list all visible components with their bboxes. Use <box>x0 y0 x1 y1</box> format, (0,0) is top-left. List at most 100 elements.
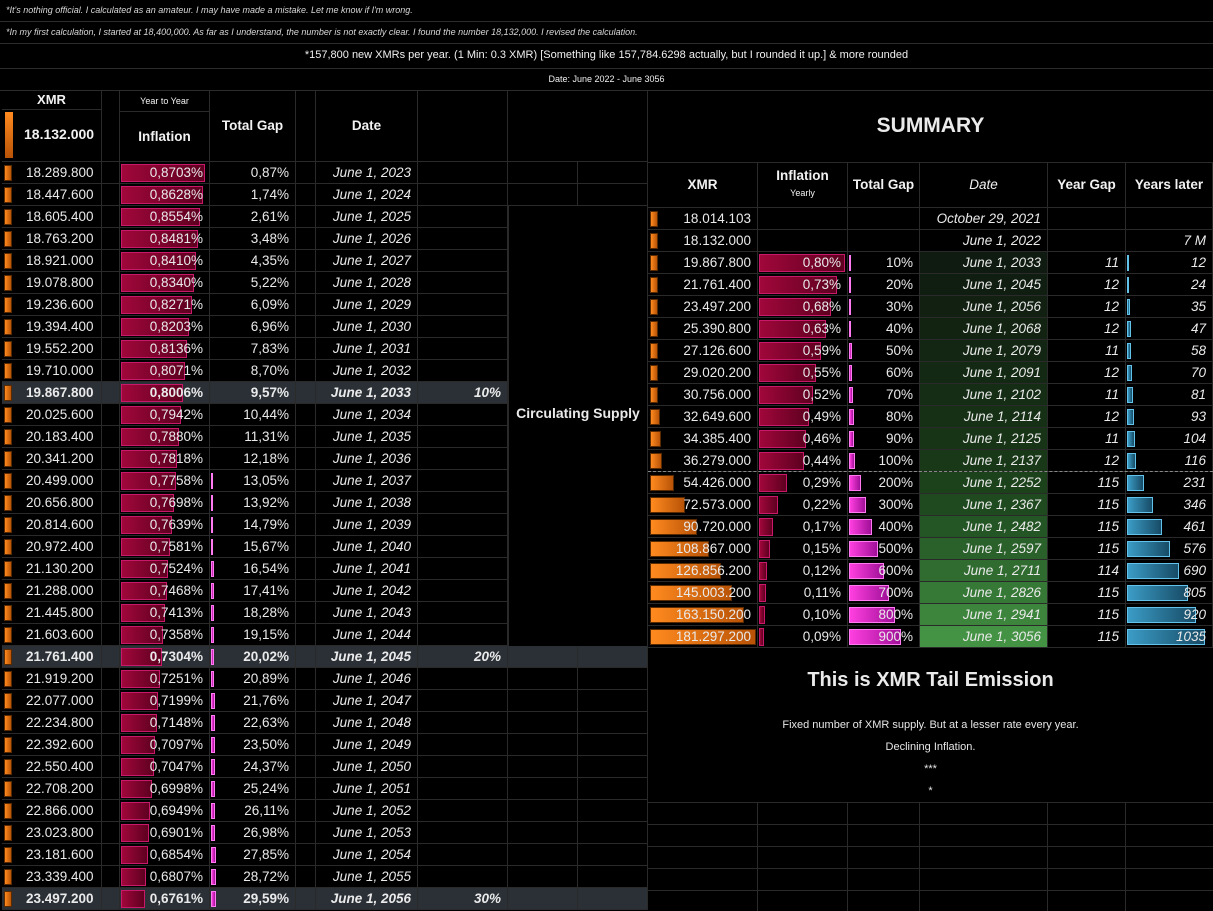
inflation-value: 0,8410% <box>149 253 203 268</box>
total-gap-cell: 3,48% <box>210 228 296 250</box>
summary-xmr-cell: 163.150.200 <box>648 604 758 626</box>
spacer-cell <box>296 888 316 910</box>
summary-years-later-bar <box>1127 475 1144 491</box>
summary-gap-value: 50% <box>885 343 913 358</box>
spacer-cell <box>578 162 648 184</box>
summary-xmr-bar <box>650 255 658 271</box>
total-gap-value: 21,76% <box>243 693 289 708</box>
milestone-cell <box>418 668 508 690</box>
inflation-cell: 0,8340% <box>120 272 210 294</box>
summary-gap-bar <box>849 541 878 557</box>
spacer-cell <box>296 712 316 734</box>
summary-gap-value: 20% <box>885 277 913 292</box>
summary-xmr-bar <box>650 299 658 315</box>
summary-header-inflation: Inflation Yearly <box>758 162 848 208</box>
supply-row: 19.236.600 0,8271% 6,09% June 1, 2029 <box>2 294 648 316</box>
total-gap-value: 20,89% <box>243 671 289 686</box>
total-gap-value: 4,35% <box>250 253 289 268</box>
xmr-bar <box>4 759 12 775</box>
milestone-cell <box>418 448 508 470</box>
xmr-cell: 22.550.400 <box>2 756 102 778</box>
grid-line <box>919 802 920 911</box>
total-gap-value: 13,92% <box>243 495 289 510</box>
summary-gap-bar <box>849 475 861 491</box>
summary-years-later-value: 231 <box>1183 475 1206 490</box>
total-gap-value: 27,85% <box>243 847 289 862</box>
summary-years-later-value: 47 <box>1190 321 1206 336</box>
spacer-cell <box>296 580 316 602</box>
xmr-cell: 23.497.200 <box>2 888 102 910</box>
summary-inflation-bar <box>759 408 809 426</box>
milestone-cell <box>418 778 508 800</box>
summary-inflation-cell <box>758 230 848 252</box>
supply-row: 22.866.000 0,6949% 26,11% June 1, 2052 <box>2 800 648 822</box>
total-gap-value: 6,96% <box>250 319 289 334</box>
grid-line <box>847 802 848 911</box>
summary-xmr-bar <box>650 475 674 491</box>
xmr-value: 20.814.600 <box>26 517 94 532</box>
milestone-cell <box>418 712 508 734</box>
spacer-cell <box>296 228 316 250</box>
supply-row: 23.181.600 0,6854% 27,85% June 1, 2054 <box>2 844 648 866</box>
date-cell: June 1, 2047 <box>316 690 418 712</box>
summary-date-cell: June 1, 2125 <box>920 428 1048 450</box>
summary-header-xmr: XMR <box>648 162 758 208</box>
spacer-cell <box>296 426 316 448</box>
summary-inflation-cell: 0,49% <box>758 406 848 428</box>
inflation-value: 0,8071% <box>149 363 203 378</box>
summary-xmr-bar <box>650 365 658 381</box>
spacer-cell <box>296 448 316 470</box>
inflation-value: 0,6901% <box>149 825 203 840</box>
summary-gap-cell: 70% <box>848 384 920 406</box>
summary-inflation-value: 0,11% <box>803 585 841 600</box>
summary-xmr-value: 145.003.200 <box>675 585 751 600</box>
summary-inflation-cell <box>758 208 848 230</box>
milestone-cell <box>418 162 508 184</box>
summary-years-later-cell: 24 <box>1126 274 1213 296</box>
summary-xmr-cell: 181.297.200 <box>648 626 758 648</box>
total-gap-bar <box>211 781 215 797</box>
summary-inflation-bar <box>759 342 821 360</box>
supply-row: 21.288.000 0,7468% 17,41% June 1, 2042 <box>2 580 648 602</box>
inflation-bar <box>121 230 198 248</box>
summary-date-cell: June 1, 2091 <box>920 362 1048 384</box>
summary-gap-cell: 20% <box>848 274 920 296</box>
date-cell: June 1, 2043 <box>316 602 418 624</box>
date-cell: June 1, 2056 <box>316 888 418 910</box>
grid-line <box>1047 802 1048 911</box>
summary-xmr-bar <box>650 321 658 337</box>
summary-gap-cell: 700% <box>848 582 920 604</box>
total-gap-cell: 21,76% <box>210 690 296 712</box>
summary-row: 18.132.000 June 1, 2022 7 M <box>648 230 1213 252</box>
spacer-cell <box>102 360 120 382</box>
total-gap-cell: 23,50% <box>210 734 296 756</box>
total-gap-bar <box>211 891 216 907</box>
summary-gap-bar <box>849 321 851 337</box>
inflation-value: 0,6761% <box>149 891 203 906</box>
milestone-cell <box>418 206 508 228</box>
spacer-cell <box>578 822 648 844</box>
header-date: Date <box>316 90 418 162</box>
xmr-cell: 22.866.000 <box>2 800 102 822</box>
inflation-bar <box>121 582 167 600</box>
summary-gap-bar <box>849 365 852 381</box>
summary-inflation-bar <box>759 474 787 492</box>
circulating-supply-table: XMR 18.132.000 Year to Year Inflation To… <box>2 90 648 911</box>
xmr-value: 19.078.800 <box>26 275 94 290</box>
spacer-cell <box>508 778 578 800</box>
total-gap-cell: 2,61% <box>210 206 296 228</box>
xmr-bar <box>4 429 12 445</box>
xmr-value: 22.708.200 <box>26 781 94 796</box>
spacer-cell <box>102 426 120 448</box>
date-cell: June 1, 2036 <box>316 448 418 470</box>
inflation-cell: 0,7358% <box>120 624 210 646</box>
total-gap-cell: 20,02% <box>210 646 296 668</box>
spacer-cell <box>578 184 648 206</box>
summary-inflation-value: 0,63% <box>802 321 841 336</box>
inflation-cell: 0,8203% <box>120 316 210 338</box>
total-gap-cell: 26,98% <box>210 822 296 844</box>
inflation-value: 0,7413% <box>149 605 203 620</box>
summary-xmr-bar <box>650 211 658 227</box>
summary-gap-value: 80% <box>885 409 913 424</box>
summary-gap-bar <box>849 299 851 315</box>
